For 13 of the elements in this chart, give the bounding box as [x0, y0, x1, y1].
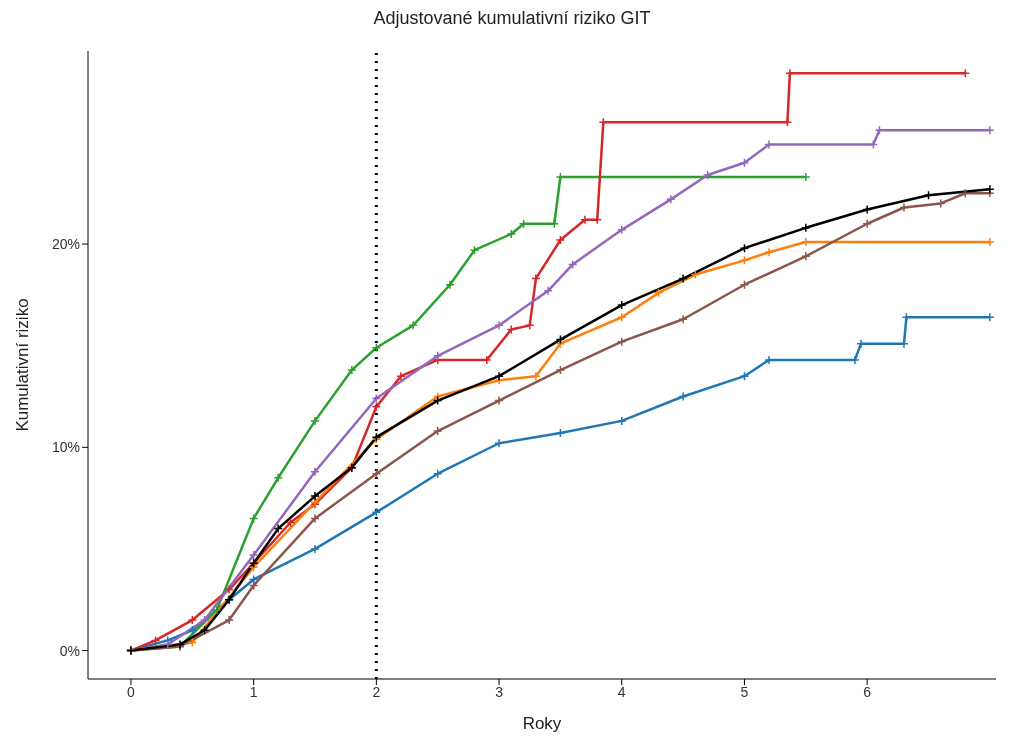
x-tick-label: 4	[617, 683, 626, 700]
x-tick-label: 5	[740, 683, 749, 700]
y-tick-label: 0%	[59, 642, 80, 659]
x-tick-label: 2	[372, 683, 381, 700]
y-tick-label: 10%	[51, 439, 80, 456]
x-tick-label: 3	[495, 683, 504, 700]
y-axis-title: Kumulativní riziko	[13, 298, 33, 432]
x-tick-label: 6	[863, 683, 872, 700]
x-tick-label: 0	[127, 683, 136, 700]
y-tick-label: 20%	[51, 236, 80, 253]
x-axis-title: Roky	[522, 714, 562, 733]
x-tick-label: 1	[249, 683, 258, 700]
chart-title: Adjustované kumulativní riziko GIT	[372, 8, 652, 29]
